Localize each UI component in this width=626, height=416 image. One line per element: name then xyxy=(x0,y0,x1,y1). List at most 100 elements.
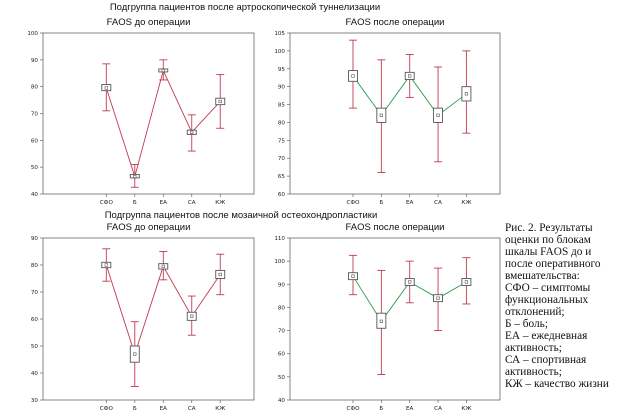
chart-panel-pre-op-arthroscopic: FAOS до операции 40 50 60 70 80 90 100 СФО Б ЕА СА К… xyxy=(27,17,255,206)
chart-panel-post-op-mosaic: FAOS после операции 40 50 60 70 80 90 100 110 СФО… xyxy=(274,222,501,412)
group-title-top: Подгруппа пациентов после артроскопическ… xyxy=(110,2,380,13)
caption-line: СФО – симптомы xyxy=(505,282,591,294)
mean-marker xyxy=(351,74,355,78)
y-tick-label: 60 xyxy=(31,317,39,323)
y-tick-label: 90 xyxy=(31,236,39,242)
y-tick-label: 80 xyxy=(31,85,39,91)
y-tick-label: 60 xyxy=(31,138,39,144)
panel-title: FAOS после операции xyxy=(346,17,445,28)
y-tick-label: 90 xyxy=(31,58,39,64)
y-tick-label: 80 xyxy=(31,263,39,269)
mean-marker xyxy=(104,263,108,267)
y-tick-label: 50 xyxy=(278,375,286,381)
box xyxy=(404,71,415,80)
figure-caption: Рис. 2. Результаты оценки по блокам шкалы … xyxy=(505,222,623,390)
y-tick-label: 100 xyxy=(274,259,285,265)
plot-frame xyxy=(42,32,255,195)
mean-line xyxy=(105,69,221,179)
y-tick-label: 70 xyxy=(31,112,39,118)
y-tick-label: 50 xyxy=(31,165,39,171)
category-label: СФО xyxy=(346,406,360,412)
box xyxy=(433,107,443,123)
box xyxy=(101,261,112,269)
y-tick-label: 70 xyxy=(31,290,39,296)
category-label: КЖ xyxy=(461,406,471,412)
y-tick-label: 100 xyxy=(274,49,285,55)
y-tick-label: 80 xyxy=(278,120,286,126)
mean-marker xyxy=(436,113,440,117)
y-tick-label: 95 xyxy=(278,67,286,73)
y-tick-label: 105 xyxy=(274,31,285,37)
category-label: КЖ xyxy=(215,406,225,412)
plot-frame xyxy=(42,237,255,401)
chart-panel-pre-op-mosaic: FAOS до операции 30 40 50 60 70 80 90 СФО Б ЕА СА КЖ xyxy=(31,222,255,412)
box xyxy=(461,278,472,286)
mean-marker xyxy=(436,296,440,300)
category-label: ЕА xyxy=(406,200,414,206)
caption-line: функциональных xyxy=(505,294,589,306)
box xyxy=(461,86,472,102)
box xyxy=(129,345,140,363)
box xyxy=(376,312,387,329)
box xyxy=(215,97,226,106)
y-tick-label: 75 xyxy=(278,138,286,144)
category-label: Б xyxy=(379,200,383,206)
category-label: Б xyxy=(133,200,137,206)
y-tick-label: 80 xyxy=(278,305,286,311)
caption-line: ЕА – ежедневная xyxy=(505,330,588,342)
plot-frame xyxy=(289,237,501,401)
box xyxy=(101,84,112,92)
category-label: ЕА xyxy=(160,200,168,206)
mean-marker xyxy=(104,86,108,90)
mean-marker xyxy=(464,92,469,96)
y-tick-label: 60 xyxy=(278,192,286,198)
caption-line: Рис. 2. Результаты xyxy=(505,222,593,234)
caption-line: отклонений; xyxy=(505,306,565,318)
category-label: Б xyxy=(379,406,383,412)
category-label: КЖ xyxy=(215,200,225,206)
panel-title: FAOS до операции xyxy=(107,222,191,233)
y-tick-label: 90 xyxy=(278,282,286,288)
plot-frame xyxy=(289,32,501,195)
figure: Подгруппа пациентов после артроскопическ… xyxy=(27,2,501,412)
mean-marker xyxy=(379,113,383,117)
category-label: СА xyxy=(188,406,196,412)
category-label: КЖ xyxy=(461,200,471,206)
caption-line: оценки по блокам xyxy=(505,234,591,246)
box xyxy=(158,263,169,270)
mean-marker xyxy=(218,272,222,277)
mean-marker xyxy=(408,280,412,284)
mean-marker xyxy=(190,130,194,134)
caption-line: после оперативного xyxy=(505,258,601,270)
box xyxy=(404,278,415,286)
category-label: ЕА xyxy=(160,406,168,412)
mean-marker xyxy=(351,274,355,278)
category-label: СФО xyxy=(100,200,114,206)
panel-title: FAOS после операции xyxy=(346,222,445,233)
caption-line: СА – спортивная xyxy=(505,354,587,366)
box xyxy=(348,70,358,82)
y-tick-label: 90 xyxy=(278,85,286,91)
y-tick-label: 100 xyxy=(27,31,38,37)
box xyxy=(129,173,140,179)
mean-marker xyxy=(464,280,469,284)
caption-line: вмешательства: xyxy=(505,270,580,282)
y-tick-label: 40 xyxy=(278,398,286,404)
box xyxy=(376,107,387,123)
mean-marker xyxy=(379,319,383,323)
box xyxy=(215,269,226,279)
category-label: СА xyxy=(434,406,442,412)
y-tick-label: 60 xyxy=(278,352,286,358)
category-label: СФО xyxy=(100,406,114,412)
mean-marker xyxy=(161,264,165,268)
mean-marker xyxy=(408,74,412,78)
caption-line: активность; xyxy=(505,366,562,378)
caption-line: Б – боль; xyxy=(505,318,548,330)
y-tick-label: 40 xyxy=(31,371,39,377)
category-label: СФО xyxy=(346,200,360,206)
box xyxy=(186,129,197,135)
y-tick-label: 70 xyxy=(278,156,286,162)
box xyxy=(186,311,197,321)
category-label: Б xyxy=(133,406,137,412)
caption-line: активность; xyxy=(505,342,562,354)
